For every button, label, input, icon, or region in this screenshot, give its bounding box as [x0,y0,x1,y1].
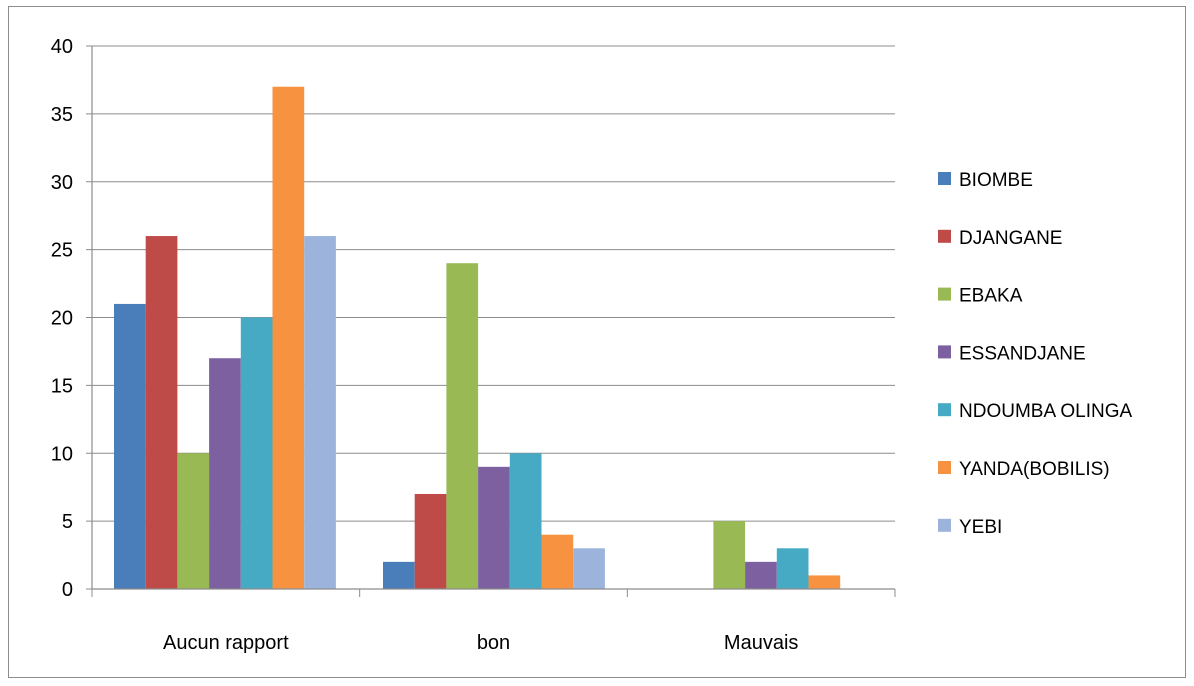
bar-ebaka-mauvais [713,521,746,589]
y-tick-label: 35 [51,104,73,126]
x-category-label: Aucun rapport [163,632,289,654]
bar-ndoumba-olinga-aucun-rapport [240,317,273,589]
legend-label: YEBI [959,517,1002,538]
bar-essandjane-mauvais [745,561,777,589]
y-tick-label: 5 [62,511,73,533]
y-tick-label: 10 [51,443,73,465]
bar-ndoumba-olinga-bon [509,453,542,589]
bar-yanda-bobilis--bon [541,534,574,589]
bar-yebi-aucun-rapport [304,236,336,590]
y-tick-label: 40 [51,36,73,58]
legend-label: ESSANDJANE [959,343,1086,364]
bar-ebaka-aucun-rapport [177,453,210,589]
x-category-label: bon [477,632,510,654]
legend-item: YEBI [938,517,1002,538]
y-tick-label: 15 [51,375,73,397]
legend-item: ESSANDJANE [938,343,1086,364]
bar-essandjane-bon [478,466,510,589]
y-tick-label: 20 [51,308,73,330]
bar-ndoumba-olinga-mauvais [776,548,809,589]
axes [86,45,896,597]
legend-item: EBAKA [938,286,1023,307]
x-category-label: Mauvais [724,632,798,654]
legend-label: DJANGANE [959,228,1062,249]
legend-label: EBAKA [959,286,1023,307]
bar-biombe-aucun-rapport [114,303,146,589]
legend-item: NDOUMBA OLINGA [938,401,1132,422]
legend-item: DJANGANE [938,228,1062,249]
y-tick-label: 25 [51,240,73,262]
bar-yebi-bon [573,548,605,589]
legend-swatch [938,287,951,301]
legend-item: BIOMBE [938,170,1033,191]
bar-ebaka-bon [446,263,479,589]
legend-label: YANDA(BOBILIS) [959,459,1110,480]
legend-swatch [938,461,951,474]
x-axis-category-labels: Aucun rapport bon Mauvais [163,632,798,654]
y-tick-label: 30 [51,172,73,194]
bar-essandjane-aucun-rapport [209,358,241,589]
legend-swatch [938,403,951,417]
legend: BIOMBE DJANGANE EBAKA ESSANDJANE NDOUMBA OLI… [938,170,1132,538]
legend-label: NDOUMBA OLINGA [959,401,1132,422]
bar-djangane-bon [414,493,447,589]
y-tick-label: 0 [62,579,73,601]
legend-swatch [938,518,951,532]
y-axis-tick-labels: 0 5 10 15 20 25 30 35 40 [51,36,73,601]
bar-biombe-bon [383,561,415,589]
bar-yanda-bobilis--mauvais [808,575,841,589]
bar-yanda-bobilis--aucun-rapport [272,86,305,589]
bars [114,86,841,590]
legend-swatch [938,172,951,185]
legend-swatch [938,229,951,243]
legend-swatch [938,345,951,359]
legend-item: YANDA(BOBILIS) [938,459,1110,480]
legend-label: BIOMBE [959,170,1033,191]
bar-djangane-aucun-rapport [145,236,178,590]
